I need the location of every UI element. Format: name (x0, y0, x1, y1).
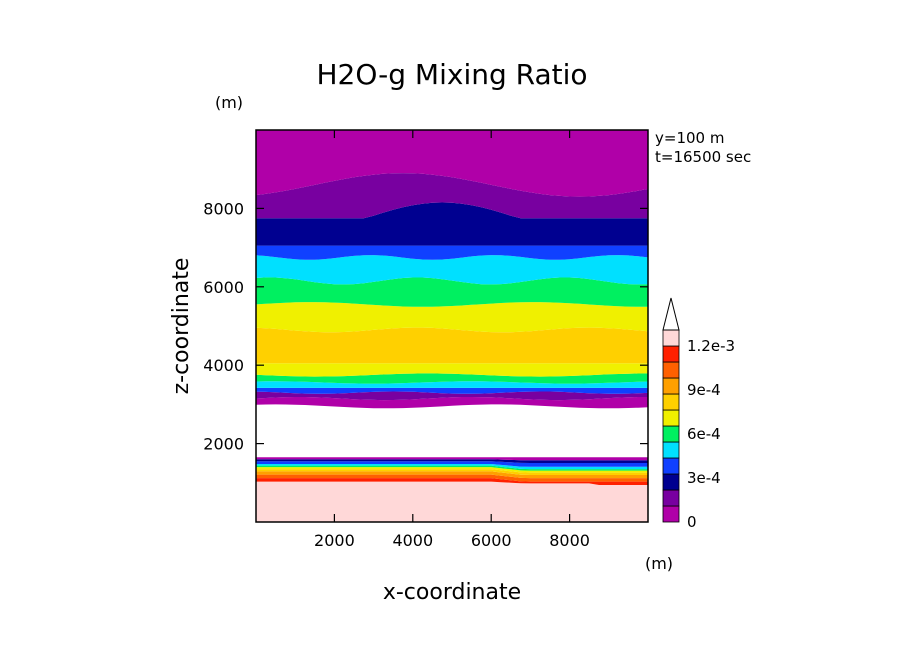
colorbar-label: 1.2e-3 (687, 337, 735, 355)
colorbar-swatch (662, 345, 680, 363)
chart-title: H2O-g Mixing Ratio (316, 58, 587, 91)
contour-band-mid-4 (256, 381, 648, 388)
contour-band-lower-3 (256, 471, 648, 479)
colorbar-swatch (662, 441, 680, 459)
contour-field (256, 130, 648, 522)
colorbar-label: 6e-4 (687, 425, 721, 443)
contour-band-upper-4 (256, 130, 648, 197)
colorbar-label: 3e-4 (687, 469, 721, 487)
y-tick-label: 4000 (203, 356, 244, 375)
x-tick-label: 8000 (549, 531, 590, 550)
contour-band-mid-5 (256, 373, 648, 384)
contour-band-lower-5 (256, 467, 648, 473)
contour-band-lower-2 (256, 474, 648, 482)
x-tick-label: 2000 (314, 531, 355, 550)
contour-band-mid-6 (256, 363, 648, 377)
plot-frame (255, 129, 649, 523)
colorbar-label: 9e-4 (687, 381, 721, 399)
x-axis: 2000 4000 6000 8000 (314, 130, 590, 550)
colorbar-swatch (662, 409, 680, 427)
y-tick-label: 2000 (203, 435, 244, 454)
contour-band-mid-7 (256, 327, 648, 364)
annotation-group: y=100 m t=16500 sec (655, 129, 751, 166)
x-unit-label: (m) (645, 554, 673, 573)
colorbar-swatch (662, 377, 680, 395)
contour-band-mid-8 (256, 302, 648, 333)
contour-band-lower-6 (256, 465, 648, 471)
contour-band-mid-2 (256, 391, 648, 401)
colorbar-swatch (662, 361, 680, 379)
contour-band-mid-10 (256, 255, 648, 285)
contour-band-mid-9 (256, 277, 648, 307)
y-unit-label: (m) (215, 93, 243, 112)
contour-band-surface (256, 481, 648, 522)
annotation-time: t=16500 sec (655, 148, 751, 166)
y-axis-label: z-coordinate (169, 258, 194, 395)
contour-band-lower-4 (256, 469, 648, 475)
contour-band-lower-8 (256, 461, 648, 467)
x-axis-label: x-coordinate (383, 580, 521, 605)
colorbar-swatch (662, 393, 680, 411)
contour-band-upper-1 (256, 245, 648, 260)
colorbar-swatch (662, 329, 680, 347)
contour-band-lower-1 (256, 478, 648, 485)
x-tick-label: 4000 (392, 531, 433, 550)
contour-band-lower-7 (256, 464, 648, 470)
colorbar-swatch (662, 489, 680, 507)
contour-band-lower-9 (256, 459, 648, 463)
y-tick-label: 8000 (203, 199, 244, 218)
colorbar-label: 0 (687, 513, 697, 531)
contour-band-lower-10 (256, 457, 648, 461)
x-tick-label: 6000 (471, 531, 512, 550)
colorbar: 0 3e-4 6e-4 9e-4 1.2e-3 (662, 297, 735, 531)
colorbar-swatch (662, 505, 680, 523)
contour-band-mid-1 (256, 397, 648, 409)
y-tick-label: 6000 (203, 278, 244, 297)
colorbar-extend-arrow (662, 297, 680, 331)
colorbar-swatch (662, 457, 680, 475)
colorbar-swatch (662, 425, 680, 443)
contour-band-upper-3 (256, 173, 648, 219)
contour-band-upper-2 (256, 202, 648, 246)
y-axis: 2000 4000 6000 8000 (203, 199, 648, 454)
contour-band-mid-3 (256, 387, 648, 394)
colorbar-swatch (662, 473, 680, 491)
annotation-y-position: y=100 m (655, 129, 724, 147)
